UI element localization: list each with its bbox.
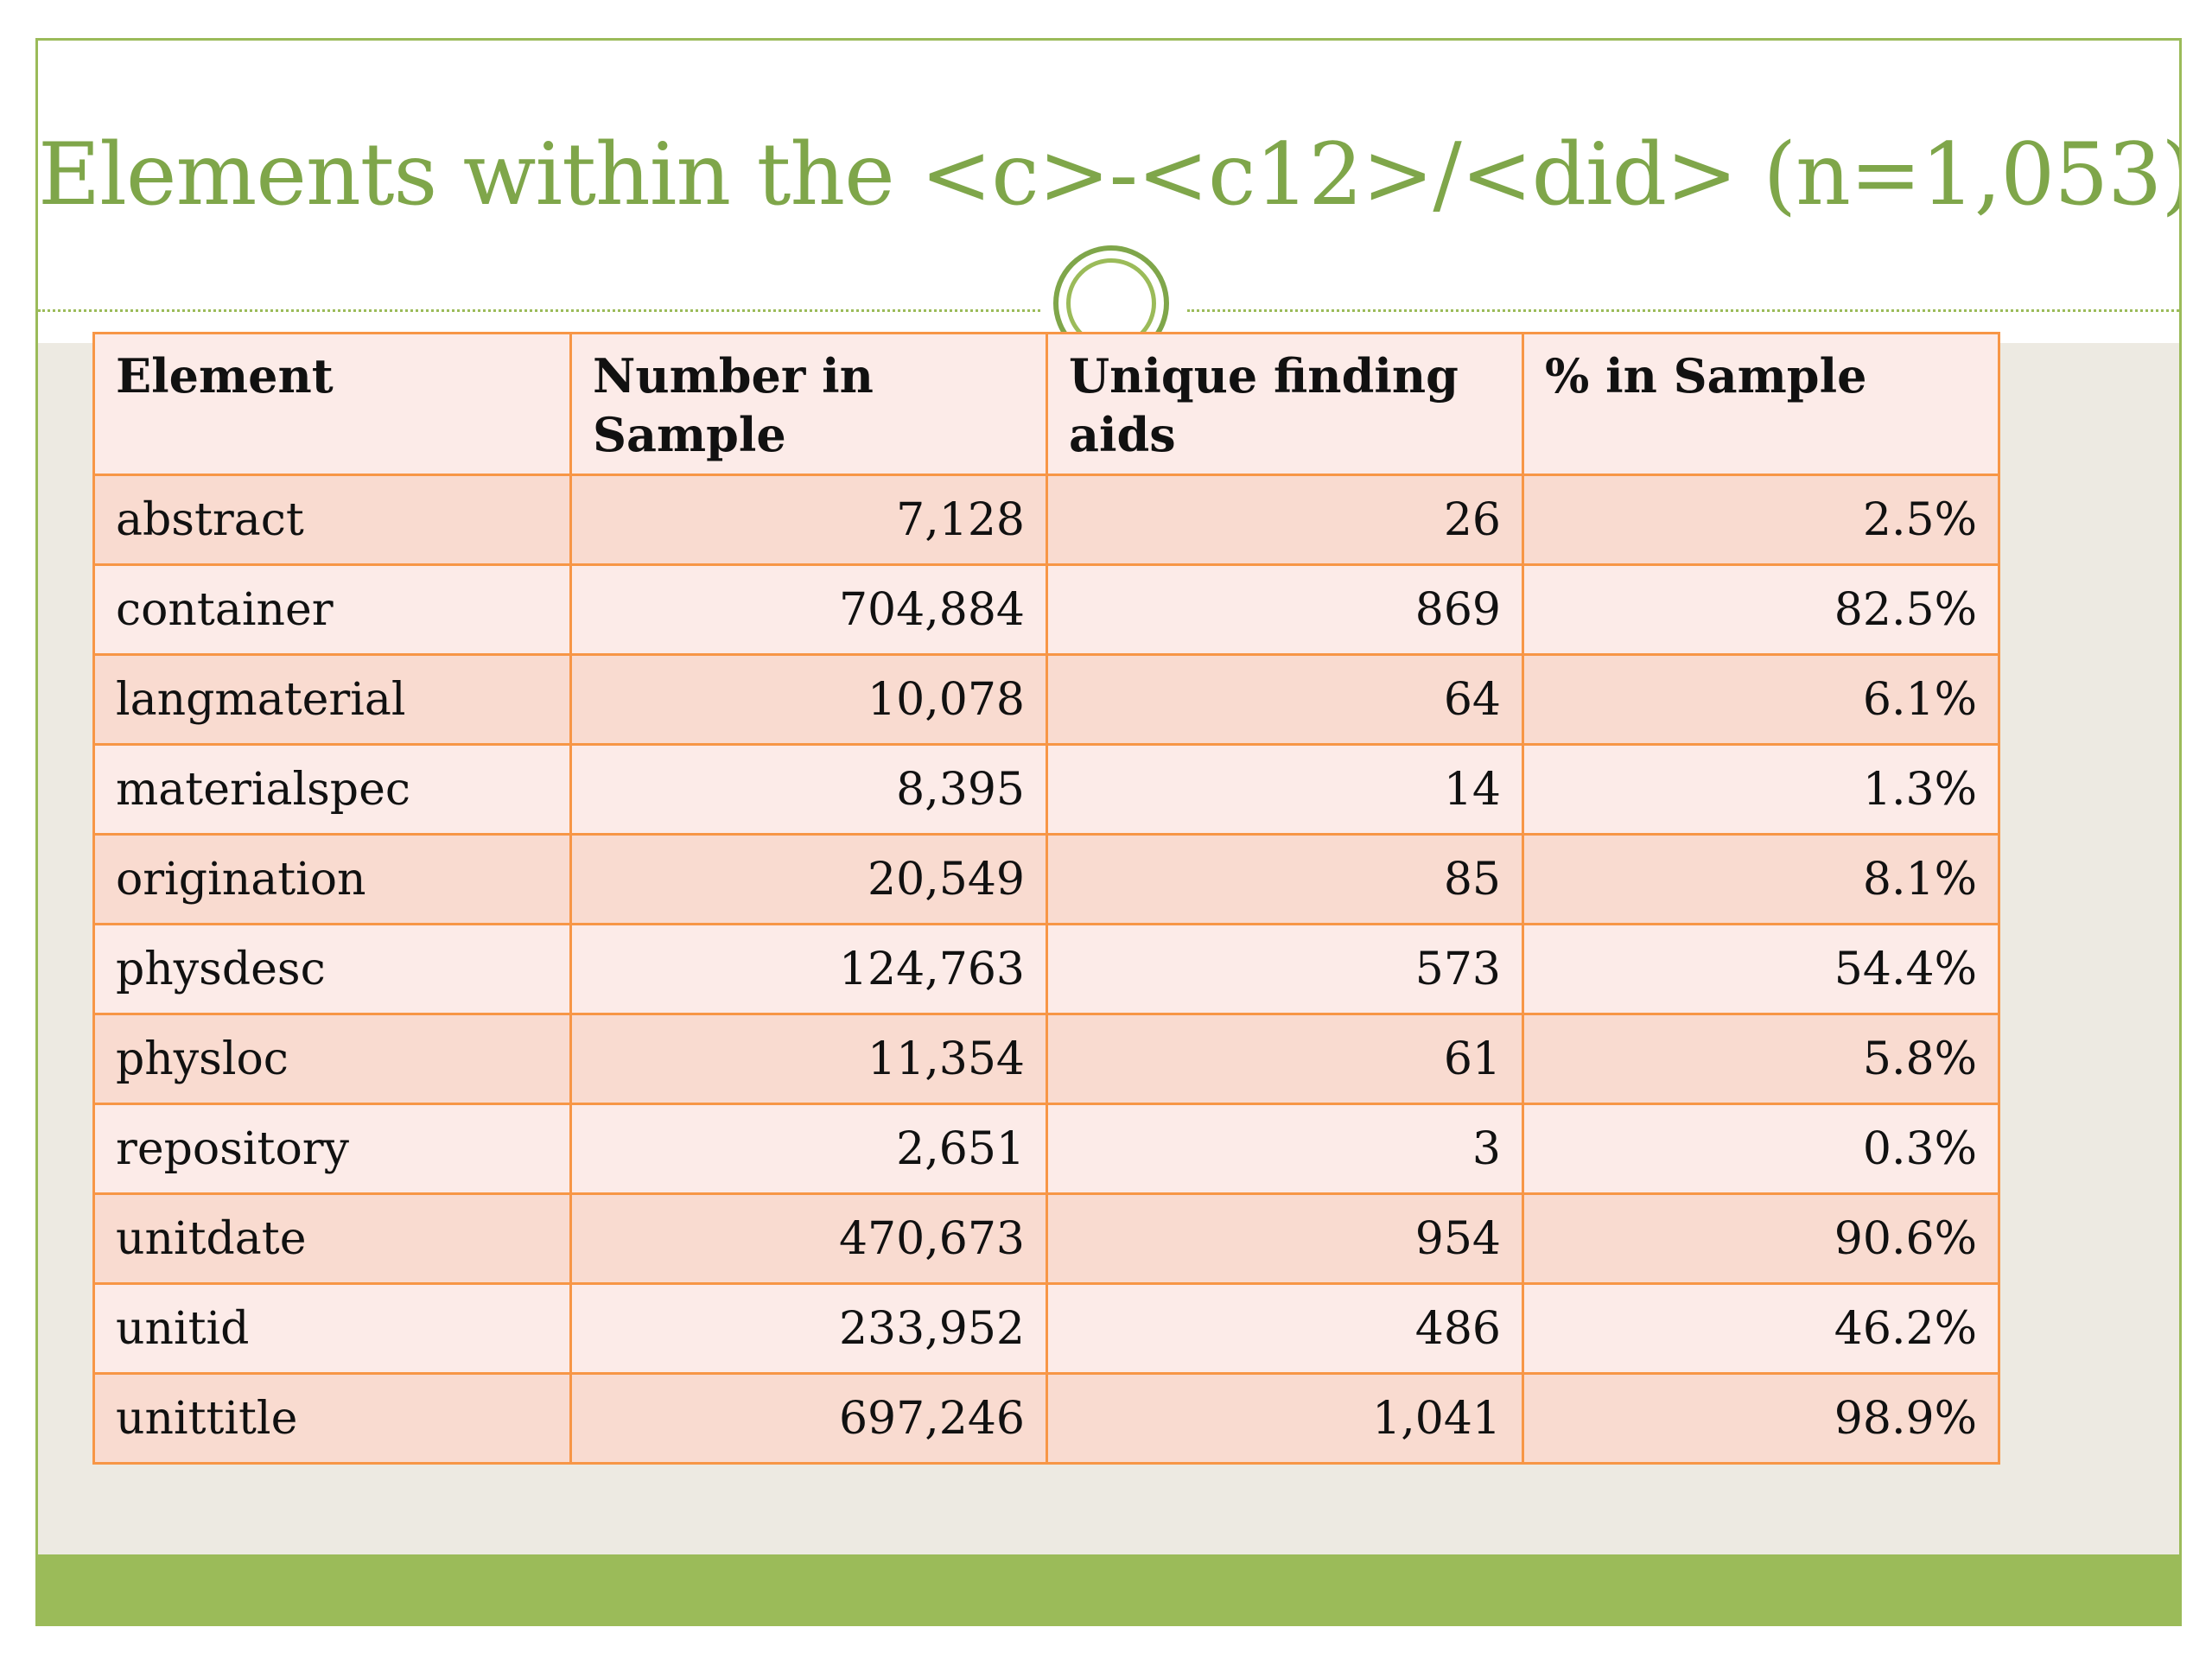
cell-number-in-sample: 10,078 (569, 653, 1048, 746)
cell-unique-finding-aids: 61 (1046, 1013, 1524, 1105)
cell-unique-finding-aids: 26 (1046, 474, 1524, 566)
cell-unique-finding-aids: 64 (1046, 653, 1524, 746)
cell-percent-in-sample: 1.3% (1522, 743, 2000, 836)
cell-unique-finding-aids: 14 (1046, 743, 1524, 836)
cell-number-in-sample: 2,651 (569, 1103, 1048, 1195)
table-row: unittitle 697,246 1,041 98.9% (92, 1372, 2000, 1465)
cell-unique-finding-aids: 573 (1046, 923, 1524, 1015)
cell-element: unitdate (92, 1192, 572, 1285)
cell-element: physloc (92, 1013, 572, 1105)
cell-unique-finding-aids: 85 (1046, 833, 1524, 925)
header-unique-finding-aids: Unique finding aids (1046, 332, 1524, 476)
cell-element: physdesc (92, 923, 572, 1015)
cell-element: unittitle (92, 1372, 572, 1465)
table-row: materialspec 8,395 14 1.3% (92, 743, 2000, 836)
header-number-in-sample: Number in Sample (569, 332, 1048, 476)
table-row: unitdate 470,673 954 90.6% (92, 1192, 2000, 1285)
cell-element: langmaterial (92, 653, 572, 746)
cell-element: abstract (92, 474, 572, 566)
cell-percent-in-sample: 54.4% (1522, 923, 2000, 1015)
cell-element: unitid (92, 1282, 572, 1375)
cell-unique-finding-aids: 954 (1046, 1192, 1524, 1285)
cell-percent-in-sample: 0.3% (1522, 1103, 2000, 1195)
table-row: container 704,884 869 82.5% (92, 563, 2000, 656)
cell-number-in-sample: 11,354 (569, 1013, 1048, 1105)
cell-number-in-sample: 8,395 (569, 743, 1048, 836)
cell-element: origination (92, 833, 572, 925)
cell-number-in-sample: 124,763 (569, 923, 1048, 1015)
table-row: physdesc 124,763 573 54.4% (92, 923, 2000, 1015)
title-divider-left (38, 309, 1040, 312)
cell-percent-in-sample: 98.9% (1522, 1372, 2000, 1465)
cell-number-in-sample: 7,128 (569, 474, 1048, 566)
cell-unique-finding-aids: 869 (1046, 563, 1524, 656)
table-row: langmaterial 10,078 64 6.1% (92, 653, 2000, 746)
cell-percent-in-sample: 8.1% (1522, 833, 2000, 925)
cell-number-in-sample: 704,884 (569, 563, 1048, 656)
title-divider-right (1187, 309, 2179, 312)
header-percent-in-sample: % in Sample (1522, 332, 2000, 476)
cell-percent-in-sample: 82.5% (1522, 563, 2000, 656)
cell-unique-finding-aids: 3 (1046, 1103, 1524, 1195)
cell-number-in-sample: 20,549 (569, 833, 1048, 925)
table-row: abstract 7,128 26 2.5% (92, 474, 2000, 566)
cell-number-in-sample: 233,952 (569, 1282, 1048, 1375)
cell-percent-in-sample: 2.5% (1522, 474, 2000, 566)
cell-unique-finding-aids: 486 (1046, 1282, 1524, 1375)
cell-percent-in-sample: 5.8% (1522, 1013, 2000, 1105)
cell-percent-in-sample: 6.1% (1522, 653, 2000, 746)
table-row: repository 2,651 3 0.3% (92, 1103, 2000, 1195)
cell-element: repository (92, 1103, 572, 1195)
table-row: origination 20,549 85 8.1% (92, 833, 2000, 925)
table-row: physloc 11,354 61 5.8% (92, 1013, 2000, 1105)
cell-number-in-sample: 697,246 (569, 1372, 1048, 1465)
cell-number-in-sample: 470,673 (569, 1192, 1048, 1285)
table-row: unitid 233,952 486 46.2% (92, 1282, 2000, 1375)
slide-title: Elements within the <c>-<c12>/<did> (n=1… (38, 125, 2182, 225)
cell-percent-in-sample: 90.6% (1522, 1192, 2000, 1285)
cell-percent-in-sample: 46.2% (1522, 1282, 2000, 1375)
cell-unique-finding-aids: 1,041 (1046, 1372, 1524, 1465)
cell-element: container (92, 563, 572, 656)
footer-bar (38, 1554, 2179, 1624)
elements-table: Element Number in Sample Unique finding … (92, 332, 2000, 1465)
table-header-row: Element Number in Sample Unique finding … (92, 332, 2000, 476)
header-element: Element (92, 332, 572, 476)
cell-element: materialspec (92, 743, 572, 836)
